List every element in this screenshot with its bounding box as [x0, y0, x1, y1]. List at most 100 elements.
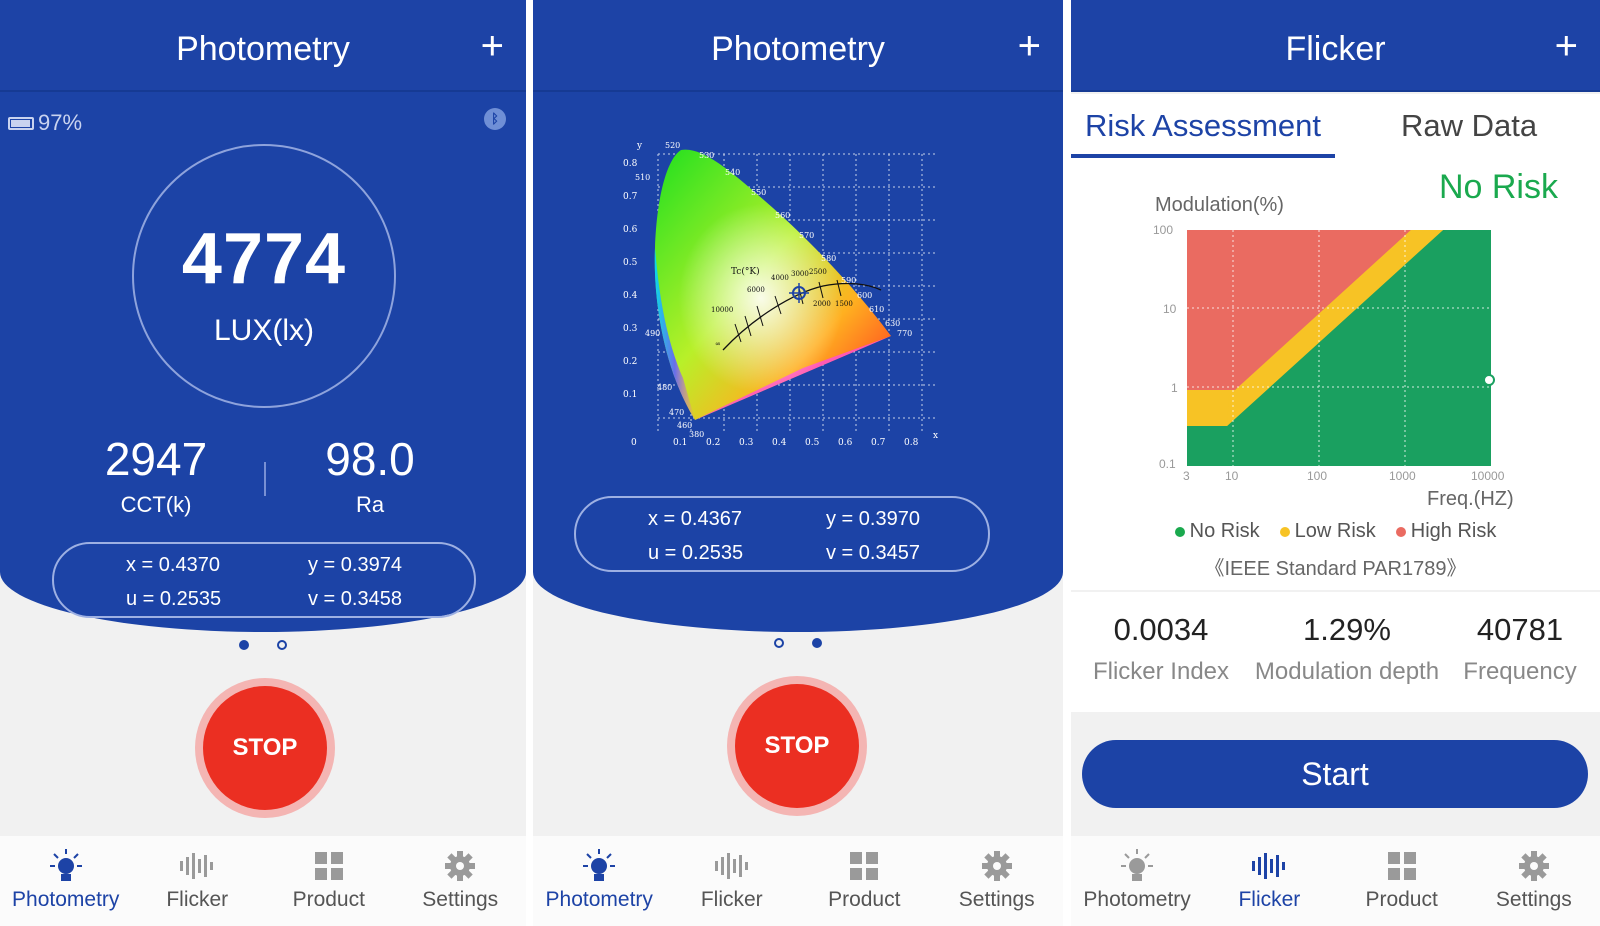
cie-temp: 4000: [771, 274, 789, 282]
tab-label: Photometry: [12, 888, 120, 911]
tab-label: Product: [828, 888, 901, 911]
cie-temp: 6000: [747, 286, 765, 294]
plus-icon[interactable]: +: [1017, 24, 1041, 68]
cie-y-tick: 0: [631, 438, 637, 448]
tab-label: Product: [1365, 888, 1438, 911]
cie-wavelength: 600: [857, 291, 872, 300]
low-risk-band: [1227, 230, 1443, 426]
cie-wavelength: 610: [869, 305, 884, 314]
y-tick: 1: [1171, 381, 1178, 395]
plus-icon[interactable]: +: [1554, 24, 1578, 68]
cie-wavelength: 530: [699, 151, 714, 160]
cie-y-tick: 0.7: [623, 192, 638, 202]
start-button[interactable]: Start: [1082, 740, 1588, 808]
cie-y-tick: 0.8: [623, 159, 638, 169]
tab-photometry[interactable]: Photometry: [0, 836, 132, 926]
page-title: Photometry: [711, 30, 885, 68]
cie-wavelength: 470: [669, 408, 684, 417]
cie-wavelength: 490: [645, 329, 660, 338]
tab-settings[interactable]: Settings: [395, 836, 527, 926]
bluetooth-icon[interactable]: ᛒ: [484, 108, 506, 130]
tab-product[interactable]: Product: [1336, 836, 1468, 926]
ra-stat: 98.0 Ra: [300, 432, 440, 518]
photometry-screen-cie: Photometry +: [533, 0, 1063, 926]
tab-flicker[interactable]: Flicker: [666, 836, 799, 926]
frequency-value: 40781: [1476, 612, 1564, 647]
cie-wavelength: 770: [897, 329, 912, 338]
planckian-locus: [722, 282, 882, 351]
x-tick: 1000: [1389, 469, 1416, 483]
legend-low-risk: Low Risk: [1279, 520, 1376, 543]
cie-wavelength: 380: [689, 430, 704, 439]
tab-label: Settings: [422, 888, 499, 911]
battery-icon: [8, 116, 34, 130]
lux-value: 4774: [181, 219, 347, 299]
cie-wavelength: 460: [677, 421, 692, 430]
coordinate-box: x = 0.4367 y = 0.3970 u = 0.2535 v = 0.3…: [574, 496, 990, 572]
plus-icon[interactable]: +: [480, 24, 504, 68]
tab-product[interactable]: Product: [263, 836, 395, 926]
cie-temp: ∞: [715, 340, 721, 348]
tab-risk-assessment[interactable]: Risk Assessment: [1085, 108, 1322, 143]
grid-icon: [849, 846, 879, 886]
page-dot-1[interactable]: [774, 638, 784, 648]
y-tick: 0.1: [1159, 457, 1176, 471]
tab-label: Flicker: [166, 888, 229, 911]
cie-chromaticity-diagram: y x 0.8 0.7 0.6 0.5 0.4 0.3 0.2 0.1 0 0.…: [623, 141, 938, 448]
tab-photometry[interactable]: Photometry: [1071, 836, 1203, 926]
modulation-depth-value: 1.29%: [1303, 612, 1391, 647]
tab-label: Flicker: [1238, 888, 1301, 911]
modulation-depth-metric: 1.29% Modulation depth: [1247, 612, 1447, 686]
cie-wavelength: 630: [885, 319, 900, 328]
legend-high-risk: High Risk: [1395, 520, 1496, 543]
x-tick: 100: [1307, 469, 1327, 483]
stop-button[interactable]: STOP: [195, 678, 335, 818]
waveform-icon: [1251, 846, 1287, 886]
tab-photometry[interactable]: Photometry: [533, 836, 666, 926]
cie-wavelength: 560: [775, 211, 790, 220]
page-dot-2[interactable]: [812, 638, 822, 648]
gear-icon: [1518, 846, 1550, 886]
cie-temp: 10000: [711, 306, 733, 314]
gear-icon: [981, 846, 1013, 886]
cie-x-tick: 0.2: [706, 438, 720, 448]
isotherm-lines: [734, 279, 842, 343]
cie-x-tick: 0.4: [772, 438, 787, 448]
page-indicator: [0, 640, 526, 650]
x-tick: 10000: [1471, 469, 1505, 483]
gear-icon: [444, 846, 476, 886]
cie-wavelength: 520: [665, 141, 680, 150]
app-bar: Flicker +: [1071, 0, 1600, 92]
coord-u: u = 0.2535: [648, 542, 744, 564]
page-dot-2[interactable]: [277, 640, 287, 650]
waveform-icon: [179, 846, 215, 886]
cie-white-center: [654, 149, 891, 420]
tab-settings[interactable]: Settings: [931, 836, 1064, 926]
tab-flicker[interactable]: Flicker: [1203, 836, 1335, 926]
x-tick: 3: [1183, 469, 1190, 483]
lux-gauge: 4774 LUX(lx): [132, 144, 396, 408]
flicker-screen: Flicker + Risk Assessment Raw Data No Ri…: [1071, 0, 1600, 926]
risk-assessment-panel: No Risk Modulation(%) 100 10 1 0.1 3 10 …: [1071, 158, 1600, 590]
tab-label: Flicker: [700, 888, 763, 911]
cie-y-tick: 0.6: [623, 225, 638, 235]
page-title: Photometry: [176, 30, 350, 68]
stop-button[interactable]: STOP: [727, 676, 867, 816]
grid-icon: [314, 846, 344, 886]
app-bar: Photometry +: [0, 0, 526, 92]
tab-raw-data[interactable]: Raw Data: [1401, 108, 1538, 143]
legend-no-risk: No Risk: [1174, 520, 1260, 543]
tab-product[interactable]: Product: [798, 836, 931, 926]
frequency-label: Frequency: [1463, 658, 1577, 685]
modulation-depth-label: Modulation depth: [1254, 658, 1440, 685]
measurement-point: [1483, 374, 1495, 386]
cie-wavelength: 540: [725, 168, 740, 177]
tab-settings[interactable]: Settings: [1468, 836, 1600, 926]
lux-unit: LUX(lx): [213, 314, 314, 347]
cie-x-tick: 0.8: [904, 438, 919, 448]
cie-x-axis-label: x: [933, 431, 938, 441]
tab-label: Photometry: [1083, 888, 1191, 911]
battery-percent: 97%: [38, 110, 83, 135]
tab-flicker[interactable]: Flicker: [132, 836, 264, 926]
page-dot-1[interactable]: [239, 640, 249, 650]
